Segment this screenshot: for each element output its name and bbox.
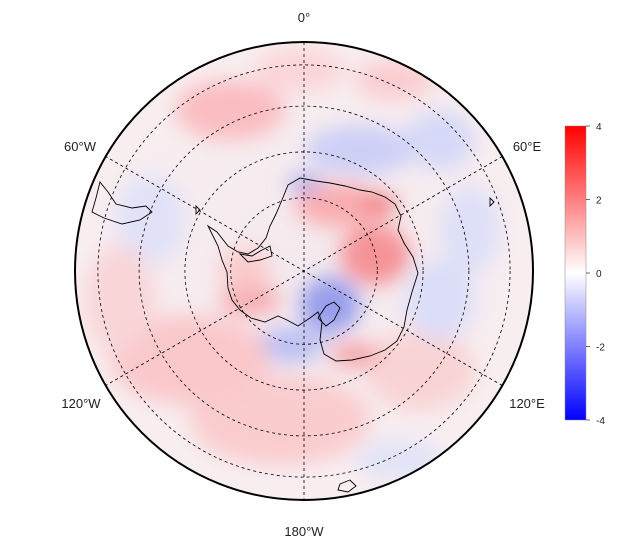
anomaly-blob [405, 260, 475, 340]
graticule [97, 42, 511, 500]
antarctica-coastline [91, 177, 495, 493]
lon-label-0: 0° [298, 10, 310, 25]
anomaly-blob [175, 80, 285, 140]
anomaly-blob [85, 245, 155, 355]
anomaly-blob [362, 195, 398, 215]
anomaly-blob [295, 183, 385, 227]
anomaly-blob [305, 125, 415, 175]
lon-label-120e: 120°E [509, 396, 545, 411]
anomaly-blob [220, 248, 270, 292]
anomaly-blob [115, 175, 185, 265]
lon-label-120w: 120°W [61, 396, 101, 411]
map-border [74, 41, 534, 501]
lon-label-60w: 60°W [64, 139, 97, 154]
colorbar-tick-label: 4 [596, 122, 602, 133]
meridian-line [105, 156, 503, 386]
colorbar-tick-label: 2 [596, 196, 602, 207]
anomaly-blob [287, 175, 323, 191]
anomaly-blob [340, 225, 410, 285]
colorbar: 4 2 0 -2 -4 [564, 122, 605, 427]
anomaly-blob [355, 60, 435, 100]
latitude-circle [138, 105, 470, 437]
anomaly-blob [355, 440, 445, 480]
anomaly-blob [365, 330, 475, 410]
anomaly-blob [255, 48, 345, 92]
anomaly-blob [440, 185, 500, 275]
anomaly-blob [405, 110, 475, 170]
colorbar-tick-label: -4 [596, 416, 605, 427]
anomaly-blob [220, 285, 280, 315]
anomaly-blob [300, 277, 360, 333]
anomaly-field [75, 42, 533, 500]
colorbar-tick-label: -2 [596, 343, 605, 354]
anomaly-blob [110, 315, 270, 405]
lon-label-180w: 180°W [284, 524, 324, 539]
colorbar-tick-label: 0 [596, 269, 602, 280]
lon-label-60e: 60°E [513, 139, 542, 154]
latitude-circle [97, 64, 511, 478]
anomaly-blob [190, 375, 370, 465]
colorbar-gradient [565, 126, 586, 420]
anomaly-blob [255, 327, 325, 363]
